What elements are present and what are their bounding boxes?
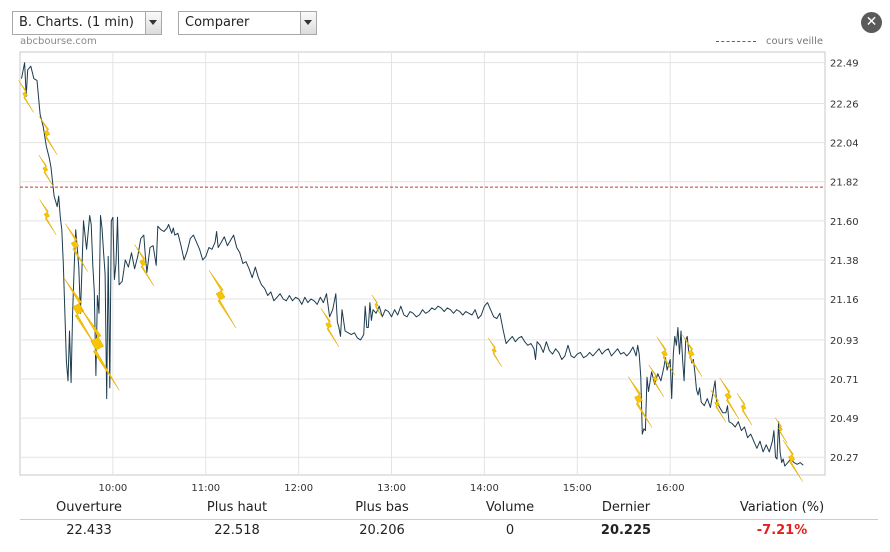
lightning-icon — [775, 417, 788, 444]
y-tick-label: 22.04 — [830, 139, 859, 150]
y-axis-ticks: 22.49 22.26 22.04 21.82 21.60 21.38 21.16 20.93… — [830, 59, 859, 465]
x-axis-ticks: 10:00 11:00 12:00 13:00 14:00 15:00 16:00 — [98, 483, 684, 494]
chevron-down-icon[interactable] — [300, 12, 316, 34]
stat-value-plus-haut: 22.518 — [214, 523, 260, 538]
stat-label-variation: Variation (%) — [739, 500, 825, 515]
stat-label-dernier: Dernier — [601, 500, 651, 515]
lightning-icon — [710, 389, 726, 422]
legend: cours veille — [716, 36, 823, 47]
source-label: abcbourse.com — [20, 36, 97, 47]
lightning-icon — [719, 377, 740, 420]
x-tick-label: 13:00 — [377, 483, 406, 494]
lightning-icon — [627, 376, 653, 428]
close-icon[interactable]: ✕ — [861, 12, 882, 33]
lightning-icon — [38, 154, 55, 188]
y-tick-label: 22.26 — [830, 100, 859, 111]
y-gridlines — [20, 62, 825, 458]
lightning-icon — [38, 116, 58, 155]
lightning-icon — [18, 80, 34, 113]
y-tick-label: 21.16 — [830, 295, 859, 306]
y-tick-label: 21.82 — [830, 178, 859, 189]
y-tick-label: 20.49 — [830, 414, 859, 425]
lightning-icon — [488, 337, 503, 367]
legend-line-swatch — [716, 40, 756, 42]
lightning-icon — [39, 199, 57, 236]
price-series — [21, 62, 804, 467]
y-tick-label: 21.38 — [830, 256, 859, 267]
chart-type-select-value: B. Charts. (1 min) — [19, 15, 135, 30]
lightning-icon — [320, 308, 340, 347]
stat-label-ouverture: Ouverture — [56, 500, 122, 515]
y-tick-label: 22.49 — [830, 59, 859, 70]
lightning-icon — [208, 270, 237, 328]
y-tick-label: 20.71 — [830, 375, 859, 386]
x-tick-label: 10:00 — [98, 483, 127, 494]
stat-value-volume: 0 — [505, 523, 515, 538]
lightning-icon — [648, 364, 664, 397]
stat-label-plus-haut: Plus haut — [206, 500, 268, 515]
legend-label: cours veille — [766, 36, 824, 47]
stat-label-volume: Volume — [485, 500, 535, 515]
lightning-icon — [682, 334, 703, 377]
stat-value-variation: -7.21% — [756, 523, 808, 538]
x-gridlines — [112, 52, 671, 475]
stats-divider — [20, 519, 878, 520]
compare-select-value: Comparer — [185, 15, 250, 30]
stat-value-ouverture: 22.433 — [66, 523, 112, 538]
y-tick-label: 20.27 — [830, 453, 859, 464]
stat-value-plus-bas: 20.206 — [359, 523, 405, 538]
y-tick-label: 21.60 — [830, 217, 859, 228]
y-tick-label: 20.93 — [830, 336, 859, 347]
lightning-icon — [782, 439, 803, 482]
lightning-icon — [80, 307, 120, 391]
lightning-markers — [18, 80, 803, 482]
x-tick-label: 15:00 — [563, 483, 592, 494]
stat-label-plus-bas: Plus bas — [355, 500, 409, 515]
compare-select[interactable]: Comparer — [178, 11, 317, 35]
chart-type-select[interactable]: B. Charts. (1 min) — [12, 11, 162, 35]
lightning-icon — [371, 294, 383, 318]
price-line — [21, 62, 804, 467]
chevron-down-icon[interactable] — [145, 12, 161, 34]
lightning-icon — [736, 393, 753, 426]
x-tick-label: 14:00 — [470, 483, 499, 494]
lightning-icon — [656, 336, 676, 376]
x-tick-label: 16:00 — [656, 483, 685, 494]
x-tick-label: 11:00 — [191, 483, 220, 494]
plot-area — [19, 51, 826, 476]
stat-value-dernier: 20.225 — [600, 523, 652, 538]
x-tick-label: 12:00 — [284, 483, 313, 494]
lightning-icon — [134, 244, 155, 287]
lightning-icon — [64, 223, 88, 272]
